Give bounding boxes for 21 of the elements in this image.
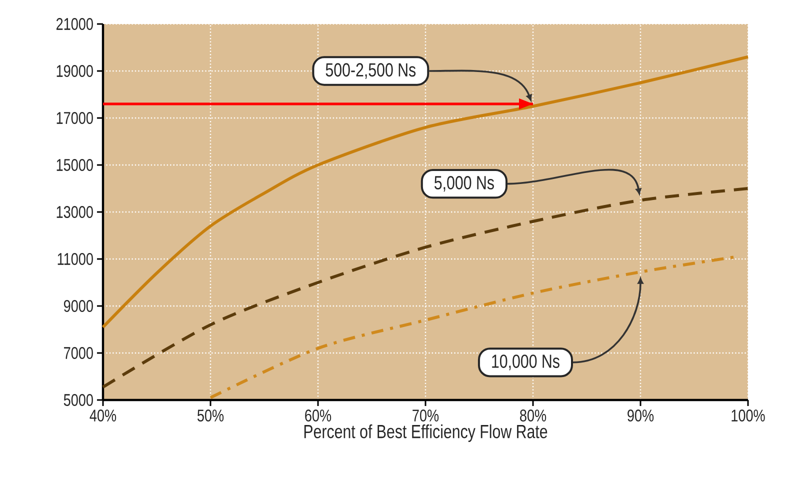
x-tick-label: 50% — [197, 410, 224, 422]
y-tick-label: 5000 — [64, 394, 93, 406]
text: 500-2,500 Ns — [326, 63, 416, 79]
y-tick-label: 11000 — [58, 253, 93, 265]
text: 10,000 Ns — [492, 354, 560, 370]
y-tick-label: 13000 — [56, 206, 93, 218]
x-tick-label: 40% — [90, 410, 116, 422]
line-series — [102, 55, 750, 329]
y-tick-label: 15000 — [56, 159, 93, 171]
x-tick-label: 60% — [305, 410, 332, 422]
x-tick-label: 80% — [520, 410, 546, 422]
x-tick-label: 100% — [732, 410, 765, 422]
y-tick-label: 17000 — [56, 112, 93, 124]
y-tick-label: 21000 — [56, 18, 93, 30]
x-tick-label: 70% — [412, 410, 439, 422]
x-tick-label: 90% — [628, 410, 654, 422]
series-label: 5,000 Ns — [434, 176, 494, 192]
y-tick-label: 19000 — [56, 64, 93, 77]
y-tick-label: 7000 — [64, 347, 93, 359]
y-tick-label: 9000 — [64, 300, 93, 312]
x-axis-title: Percent of Best Efficiency Flow Rate — [304, 424, 548, 442]
